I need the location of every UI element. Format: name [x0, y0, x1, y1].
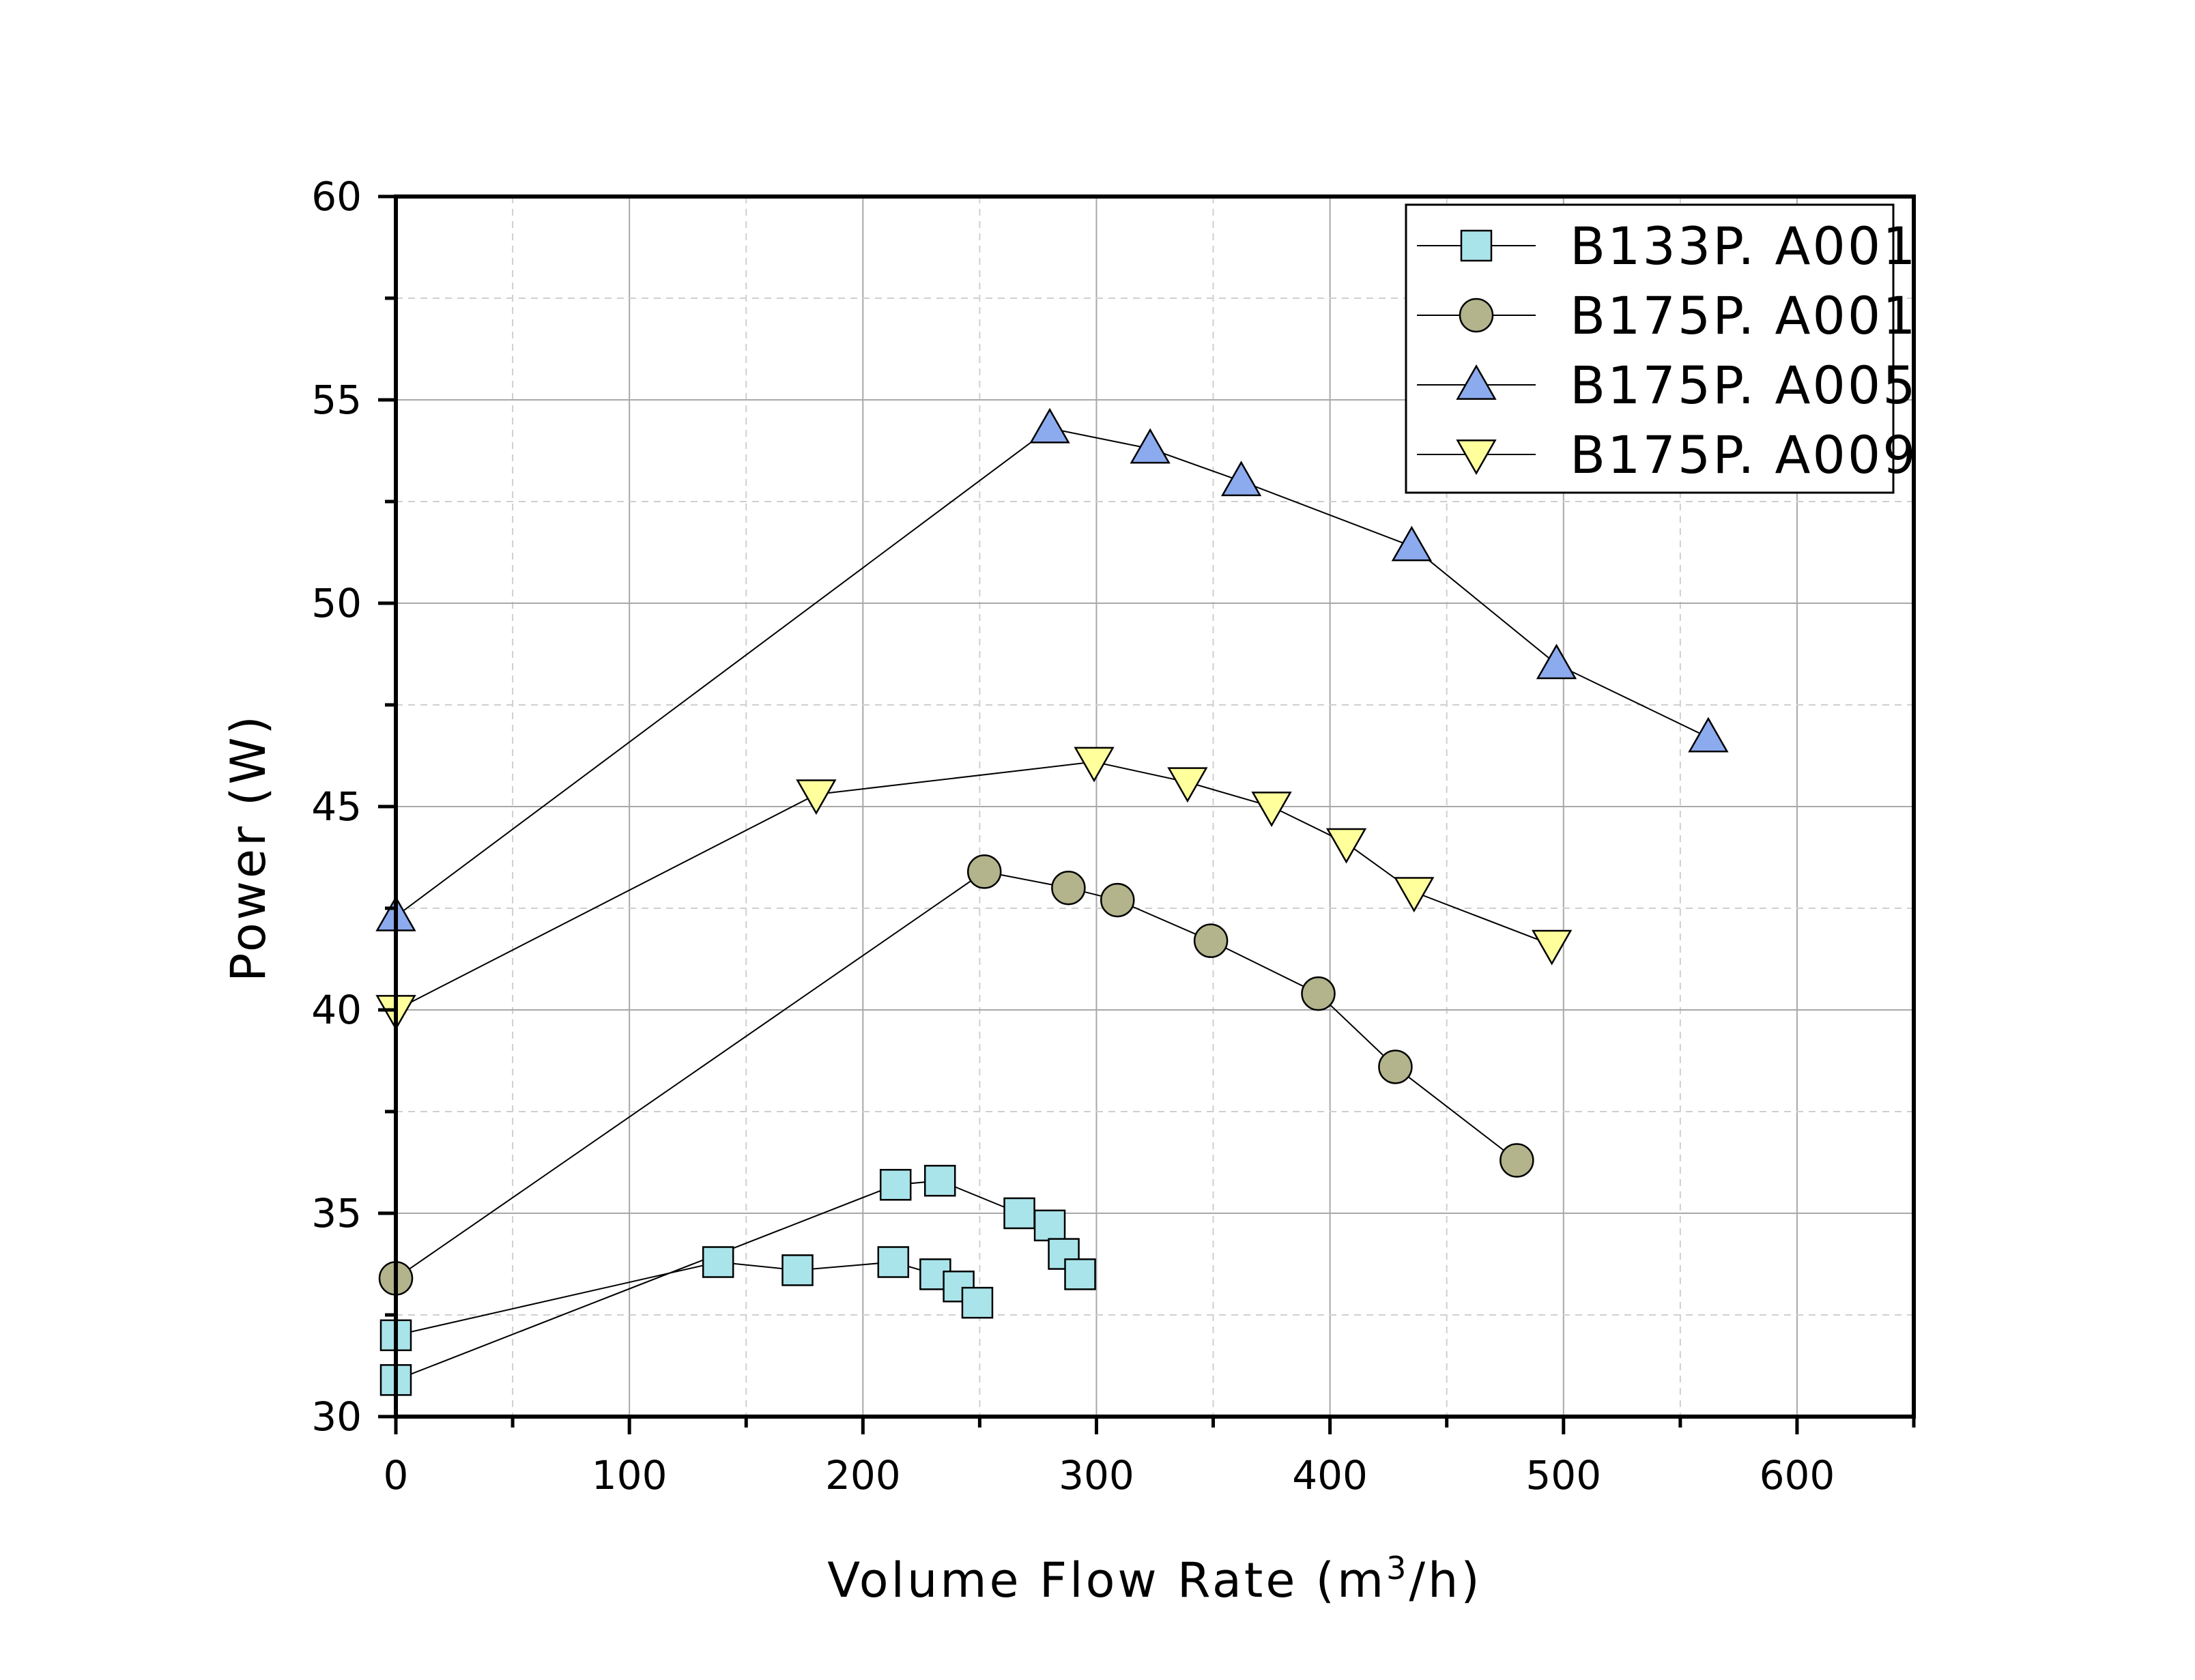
legend-marker — [1456, 439, 1497, 476]
x-axis-title: Volume Flow Rate (m3/h) — [827, 1550, 1482, 1608]
data-point-2-6 — [1378, 1049, 1413, 1084]
x-tick-label: 200 — [825, 1452, 901, 1498]
data-point-2-1 — [966, 854, 1002, 889]
y-tick-label: 55 — [311, 377, 362, 423]
data-point-2-3 — [1100, 882, 1135, 918]
x-tick-label: 300 — [1059, 1452, 1134, 1498]
data-point-4-5 — [1325, 828, 1367, 864]
x-tick-label: 100 — [592, 1452, 668, 1498]
data-point-1-2 — [923, 1165, 956, 1197]
data-point-1-1 — [879, 1169, 912, 1201]
data-point-2-4 — [1193, 923, 1229, 958]
y-tick-label: 45 — [311, 783, 362, 830]
data-point-3-5 — [1536, 643, 1577, 680]
x-tick-label: 600 — [1760, 1452, 1835, 1498]
data-point-2-2 — [1051, 870, 1086, 906]
y-axis-title: Power (W) — [220, 713, 276, 982]
legend-label: B133P. A001 — [1570, 216, 1918, 276]
data-point-3-4 — [1391, 525, 1433, 562]
data-point-1-6 — [1064, 1258, 1096, 1290]
x-tick-label: 500 — [1525, 1452, 1601, 1498]
legend: B133P. A001 B175P. A001 B175P. A005 B175P. … — [1405, 203, 1918, 494]
data-point-0-2 — [781, 1254, 814, 1286]
x-tick-label: 400 — [1292, 1452, 1368, 1498]
axis-ticks — [378, 194, 1916, 1434]
data-point-0-1 — [702, 1246, 734, 1278]
data-point-1-5 — [1048, 1238, 1080, 1270]
x-tick-label: 0 — [384, 1452, 409, 1498]
y-tick-label: 60 — [311, 173, 362, 220]
data-point-3-6 — [1688, 716, 1729, 753]
data-point-2-5 — [1301, 976, 1336, 1011]
x-axis-title-suffix: /h) — [1409, 1552, 1482, 1608]
data-point-0-6 — [961, 1286, 994, 1319]
data-point-4-4 — [1251, 792, 1292, 828]
x-axis-title-superscript: 3 — [1386, 1550, 1409, 1587]
data-point-2-7 — [1500, 1143, 1534, 1178]
data-point-0-3 — [877, 1246, 910, 1278]
legend-marker — [1456, 364, 1497, 400]
y-tick-label: 35 — [311, 1190, 362, 1236]
data-point-1-4 — [1033, 1209, 1066, 1242]
legend-label: B175P. A001 — [1570, 285, 1918, 346]
legend-label: B175P. A005 — [1570, 355, 1918, 416]
y-tick-label: 50 — [311, 580, 362, 626]
data-point-1-3 — [1003, 1197, 1035, 1230]
data-point-3-2 — [1130, 428, 1171, 464]
data-point-3-1 — [1029, 407, 1070, 444]
data-point-3-3 — [1220, 461, 1262, 497]
y-tick-label: 30 — [311, 1393, 362, 1440]
data-point-4-3 — [1167, 767, 1208, 803]
tick-labels: 0 100 200 300 400 500 600 30 35 40 45 50 55 60 — [311, 173, 1835, 1498]
data-point-4-6 — [1394, 877, 1435, 913]
data-point-4-2 — [1074, 747, 1115, 783]
x-axis-title-main: Volume Flow Rate (m — [827, 1552, 1386, 1608]
y-tick-label: 40 — [311, 987, 362, 1033]
data-point-4-1 — [796, 779, 837, 815]
legend-marker — [1459, 298, 1494, 333]
data-point-4-7 — [1532, 929, 1573, 966]
legend-label: B175P. A009 — [1570, 424, 1918, 485]
legend-marker — [1460, 229, 1493, 262]
